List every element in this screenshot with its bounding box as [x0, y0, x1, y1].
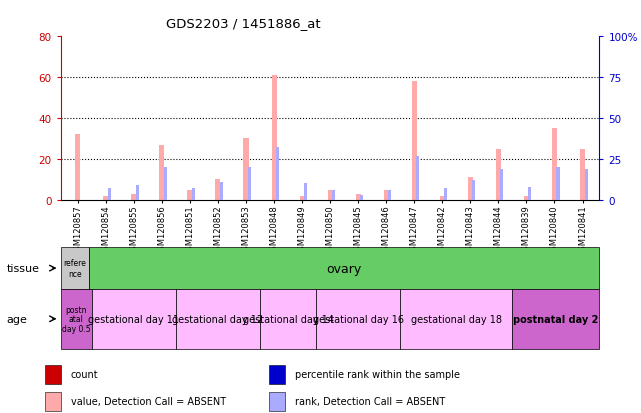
Bar	[75, 135, 80, 200]
Bar	[304, 184, 307, 200]
Bar	[585, 169, 588, 200]
Text: gestational day 18: gestational day 18	[411, 314, 502, 324]
Text: postnatal day 2: postnatal day 2	[513, 314, 599, 324]
Bar	[45, 365, 61, 384]
Text: age: age	[6, 314, 28, 324]
Bar	[103, 196, 108, 200]
Bar	[528, 187, 531, 200]
Text: refere
nce: refere nce	[63, 259, 87, 278]
Bar	[512, 289, 599, 349]
Bar	[556, 168, 560, 200]
Bar	[248, 168, 251, 200]
Bar	[164, 168, 167, 200]
Bar	[444, 189, 447, 200]
Bar	[501, 169, 503, 200]
Bar	[131, 194, 137, 200]
Bar	[272, 76, 276, 200]
Bar	[332, 190, 335, 200]
Text: value, Detection Call = ABSENT: value, Detection Call = ABSENT	[71, 396, 226, 406]
Bar	[384, 190, 388, 200]
Text: postn
atal
day 0.5: postn atal day 0.5	[62, 305, 90, 333]
Text: gestational day 12: gestational day 12	[172, 314, 263, 324]
Bar	[524, 196, 529, 200]
Text: percentile rank within the sample: percentile rank within the sample	[295, 369, 460, 379]
Bar	[496, 150, 501, 200]
Bar	[187, 190, 192, 200]
Bar	[299, 196, 304, 200]
Bar	[108, 189, 111, 200]
Bar	[388, 190, 391, 200]
Bar	[328, 190, 333, 200]
Bar	[580, 150, 585, 200]
Text: rank, Detection Call = ABSENT: rank, Detection Call = ABSENT	[295, 396, 445, 406]
Bar	[400, 289, 512, 349]
Bar	[276, 148, 279, 200]
Bar	[92, 289, 176, 349]
Text: gestational day 14: gestational day 14	[242, 314, 333, 324]
Bar	[215, 180, 221, 200]
Bar	[416, 156, 419, 200]
Bar	[412, 82, 417, 200]
Text: ovary: ovary	[326, 262, 362, 275]
Bar	[220, 183, 223, 200]
Bar	[192, 189, 195, 200]
Bar	[45, 392, 61, 411]
Bar	[269, 392, 285, 411]
Bar	[136, 185, 139, 200]
Bar	[260, 289, 316, 349]
Bar	[552, 129, 557, 200]
Text: gestational day 11: gestational day 11	[88, 314, 179, 324]
Bar	[472, 181, 476, 200]
Bar	[244, 139, 249, 200]
Bar	[269, 365, 285, 384]
Bar	[360, 195, 363, 200]
Text: count: count	[71, 369, 98, 379]
Bar	[440, 196, 445, 200]
Text: gestational day 16: gestational day 16	[313, 314, 404, 324]
Bar	[356, 194, 361, 200]
Text: tissue: tissue	[6, 263, 39, 273]
Bar	[61, 248, 89, 289]
Bar	[176, 289, 260, 349]
Bar	[468, 178, 473, 200]
Bar	[61, 289, 92, 349]
Text: GDS2203 / 1451886_at: GDS2203 / 1451886_at	[166, 17, 321, 29]
Bar	[160, 145, 164, 200]
Bar	[316, 289, 400, 349]
